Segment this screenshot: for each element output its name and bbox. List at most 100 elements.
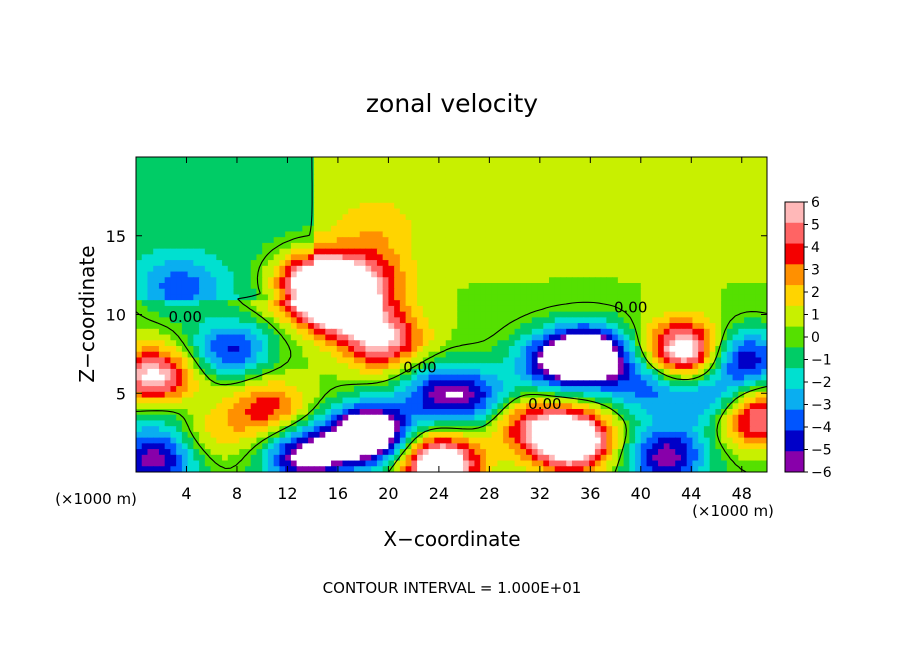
field-cell [250,397,258,404]
field-cell [365,265,372,273]
field-cell [181,294,189,301]
field-cell [250,368,258,376]
field-cell [371,214,378,221]
field-cell [520,283,527,290]
field-cell [256,334,263,341]
field-cell [440,368,447,376]
field-cell [204,271,212,278]
field-cell [239,225,246,233]
field-cell [176,260,183,267]
field-cell [428,391,435,399]
field-cell [629,242,636,250]
field-cell [474,328,481,336]
field-cell [342,363,349,370]
field-cell [319,283,326,290]
field-cell [193,265,200,273]
field-cell [577,265,585,273]
field-cell [577,237,585,244]
field-cell [526,357,533,364]
field-cell [336,363,344,370]
field-cell [738,386,745,393]
field-cell [250,334,258,341]
field-cell [474,174,481,181]
field-cell [428,197,435,204]
field-cell [537,271,544,278]
field-cell [141,157,149,164]
field-cell [187,231,194,238]
field-cell [388,225,395,233]
field-cell [308,311,315,318]
field-cell [571,242,579,250]
field-cell [388,197,395,204]
field-cell [485,168,493,175]
field-cell [497,248,504,255]
field-cell [336,294,344,301]
field-cell [549,162,556,170]
field-cell [715,305,722,313]
field-cell [353,174,361,181]
field-cell [600,323,607,330]
field-cell [508,311,516,318]
field-cell [405,277,412,284]
field-cell [411,191,418,198]
field-cell [732,191,739,198]
field-cell [353,288,361,296]
field-cell [244,374,252,381]
field-cell [279,208,286,215]
field-cell [348,197,355,204]
field-cell [193,328,200,336]
field-cell [336,317,344,324]
field-cell [457,191,464,198]
field-cell [204,202,212,210]
field-cell [491,242,498,250]
field-cell [709,305,716,313]
field-cell [222,157,229,164]
field-cell [399,317,407,324]
field-cell [181,409,189,416]
field-cell [147,225,154,233]
field-cell [428,162,435,170]
field-cell [285,391,292,399]
field-cell [440,157,447,164]
field-cell [658,397,665,404]
field-cell [577,305,585,313]
field-cell [531,260,539,267]
field-cell [158,220,166,227]
field-cell [382,294,389,301]
field-cell [210,380,217,387]
field-cell [594,305,602,313]
field-cell [462,351,470,359]
field-cell [721,225,728,233]
field-cell [227,271,235,278]
field-cell [531,265,539,273]
field-cell [560,185,567,192]
field-cell [669,265,676,273]
field-cell [732,317,739,324]
field-cell [394,346,401,353]
field-cell [531,403,539,410]
field-cell [703,179,711,187]
field-cell [520,260,527,267]
field-cell [244,283,252,290]
field-cell [290,346,298,353]
field-cell [394,202,401,210]
field-cell [342,271,349,278]
field-cell [583,391,590,399]
field-cell [267,265,275,273]
field-cell [623,197,630,204]
field-cell [606,231,613,238]
field-cell [692,323,699,330]
field-cell [715,248,722,255]
field-cell [497,208,504,215]
field-cell [313,409,321,416]
field-cell [262,225,269,233]
field-cell [457,260,464,267]
field-cell [732,305,739,313]
field-cell [262,403,269,410]
field-cell [451,328,458,336]
field-cell [394,351,401,359]
field-cell [623,328,630,336]
field-cell [256,208,263,215]
field-cell [176,231,183,238]
field-cell [543,271,550,278]
